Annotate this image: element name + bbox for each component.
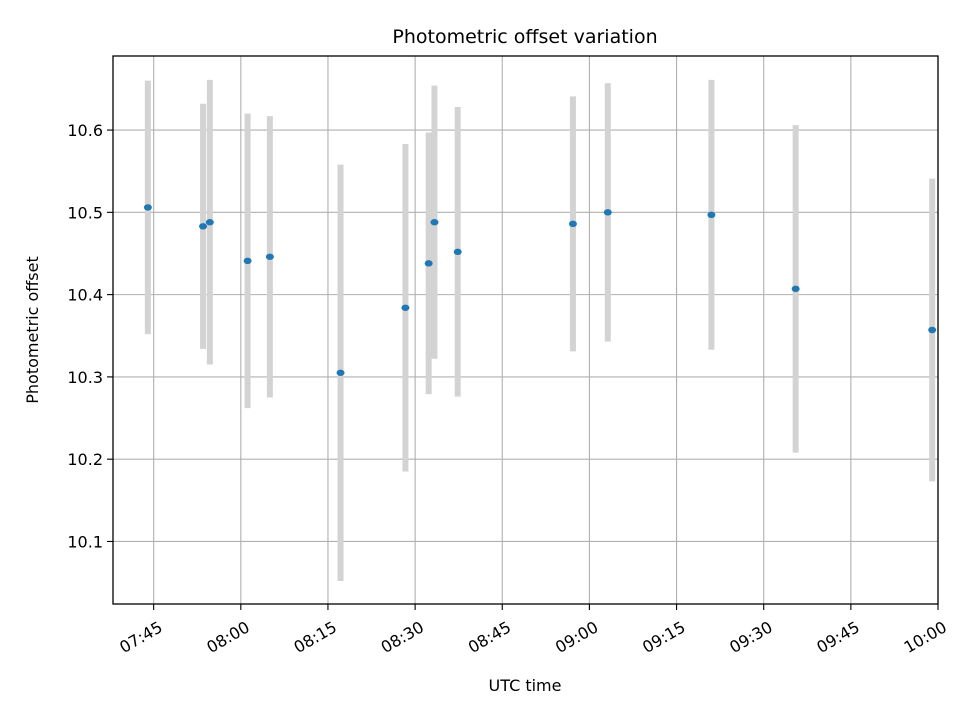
y-tick-label: 10.6 <box>67 121 103 140</box>
data-point <box>603 209 612 216</box>
data-point <box>424 260 433 267</box>
x-tick-label: 09:45 <box>813 617 862 657</box>
x-tick-label: 08:00 <box>203 617 252 657</box>
data-points <box>143 204 937 376</box>
x-tick-label: 10:00 <box>901 617 950 657</box>
data-point <box>568 220 577 228</box>
data-point <box>143 204 152 211</box>
x-tick-label: 09:30 <box>726 617 775 657</box>
data-point <box>199 223 208 230</box>
x-tick-label: 09:00 <box>552 617 601 657</box>
data-point <box>336 369 345 376</box>
x-tick-label: 08:15 <box>291 617 340 657</box>
x-tick-label: 07:45 <box>116 617 165 657</box>
y-tick-label: 10.3 <box>67 368 103 387</box>
x-tick-label: 08:30 <box>378 617 427 657</box>
y-tick-label: 10.1 <box>67 532 103 551</box>
data-point <box>453 248 462 256</box>
y-tick-label: 10.5 <box>67 203 103 222</box>
y-axis-label: Photometric offset <box>23 256 42 404</box>
x-axis-label: UTC time <box>489 676 562 695</box>
data-point <box>430 219 439 226</box>
x-tick-label: 09:15 <box>639 617 688 657</box>
plot-frame <box>112 55 939 605</box>
y-tick-label: 10.4 <box>67 286 103 305</box>
axis-ticks: 07:45 08:00 08:15 08:30 08:45 09:00 09:15 09:30… <box>67 121 950 657</box>
y-tick-label: 10.2 <box>67 450 103 469</box>
data-point <box>707 211 716 219</box>
chart-title: Photometric offset variation <box>392 26 657 48</box>
data-point <box>265 253 274 260</box>
data-point <box>401 304 410 311</box>
data-point <box>791 285 800 293</box>
data-point <box>205 219 214 226</box>
x-tick-label: 08:45 <box>465 617 514 657</box>
data-point <box>928 326 937 334</box>
error-bars <box>144 79 936 581</box>
grid-lines <box>113 56 939 604</box>
data-point <box>243 257 252 265</box>
